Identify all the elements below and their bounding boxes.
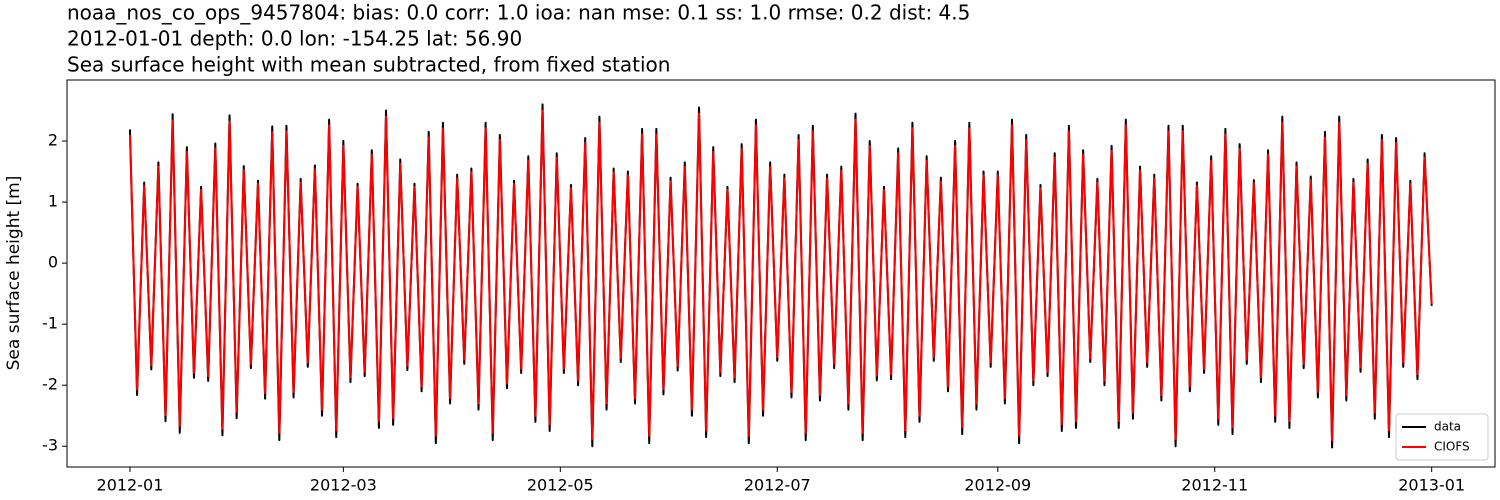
y-tick-label: -3 — [42, 436, 58, 455]
x-tick-label: 2012-01 — [97, 476, 164, 495]
x-tick-label: 2012-07 — [744, 476, 811, 495]
plot-frame — [66, 79, 1496, 468]
x-tick-label: 2013-01 — [1398, 476, 1465, 495]
y-axis-label: Sea surface height [m] — [4, 176, 24, 371]
data-line — [128, 109, 1433, 442]
chart-title: Sea surface height with mean subtracted,… — [67, 53, 670, 77]
y-tick-label: -2 — [42, 375, 58, 394]
x-tick-label: 2012-03 — [310, 476, 377, 495]
chart-title: 2012-01-01 depth: 0.0 lon: -154.25 lat: … — [67, 27, 522, 51]
x-tick-label: 2012-09 — [964, 476, 1031, 495]
y-tick-label: 1 — [48, 192, 58, 211]
x-tick-label: 2012-11 — [1181, 476, 1248, 495]
x-tick-label: 2012-05 — [527, 476, 594, 495]
legend-label: data — [1434, 420, 1461, 434]
legend-box — [1395, 413, 1489, 461]
y-tick-label: 0 — [48, 253, 58, 272]
legend-label: CIOFS — [1434, 440, 1470, 454]
y-tick-label: 2 — [48, 131, 58, 150]
y-tick-label: -1 — [42, 314, 58, 333]
chart-title: noaa_nos_co_ops_9457804: bias: 0.0 corr:… — [67, 1, 970, 25]
